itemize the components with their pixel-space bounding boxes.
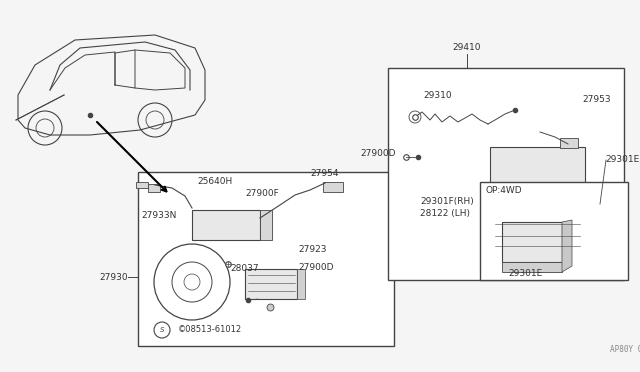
Text: 29410: 29410: [452, 43, 481, 52]
Text: AP80Y 00·: AP80Y 00·: [610, 345, 640, 354]
Text: 29301E: 29301E: [605, 155, 639, 164]
Bar: [323, 182, 343, 192]
Bar: [138, 172, 394, 346]
FancyBboxPatch shape: [490, 212, 585, 254]
Polygon shape: [490, 254, 585, 278]
Text: 28037: 28037: [230, 264, 259, 273]
Bar: [245, 269, 297, 299]
Polygon shape: [562, 220, 572, 272]
Bar: [148, 184, 160, 192]
Bar: [560, 138, 578, 148]
Text: OP:4WD: OP:4WD: [485, 186, 522, 195]
Text: 27900F: 27900F: [245, 189, 279, 198]
Text: 29301F(RH): 29301F(RH): [420, 197, 474, 206]
Polygon shape: [585, 202, 600, 276]
Text: 27900D: 27900D: [298, 263, 333, 272]
Bar: [297, 269, 305, 299]
Text: 27954: 27954: [310, 169, 339, 178]
Bar: [136, 182, 148, 188]
Text: 27923: 27923: [298, 246, 326, 254]
Bar: [490, 147, 585, 212]
Bar: [260, 210, 272, 240]
Text: 29310: 29310: [424, 91, 452, 100]
Bar: [502, 222, 562, 262]
Bar: [388, 68, 624, 280]
Text: S: S: [160, 327, 164, 333]
Bar: [192, 210, 260, 240]
Text: 25640H: 25640H: [197, 177, 232, 186]
Bar: [480, 182, 628, 280]
Text: ©08513-61012: ©08513-61012: [178, 326, 242, 334]
Text: 27933N: 27933N: [141, 211, 177, 219]
Text: 29301E: 29301E: [508, 269, 542, 278]
Text: 27900D: 27900D: [360, 150, 396, 158]
Text: 27930: 27930: [99, 273, 128, 282]
Text: 28122 (LH): 28122 (LH): [420, 209, 470, 218]
Bar: [502, 262, 562, 272]
Text: 27953: 27953: [582, 95, 611, 104]
